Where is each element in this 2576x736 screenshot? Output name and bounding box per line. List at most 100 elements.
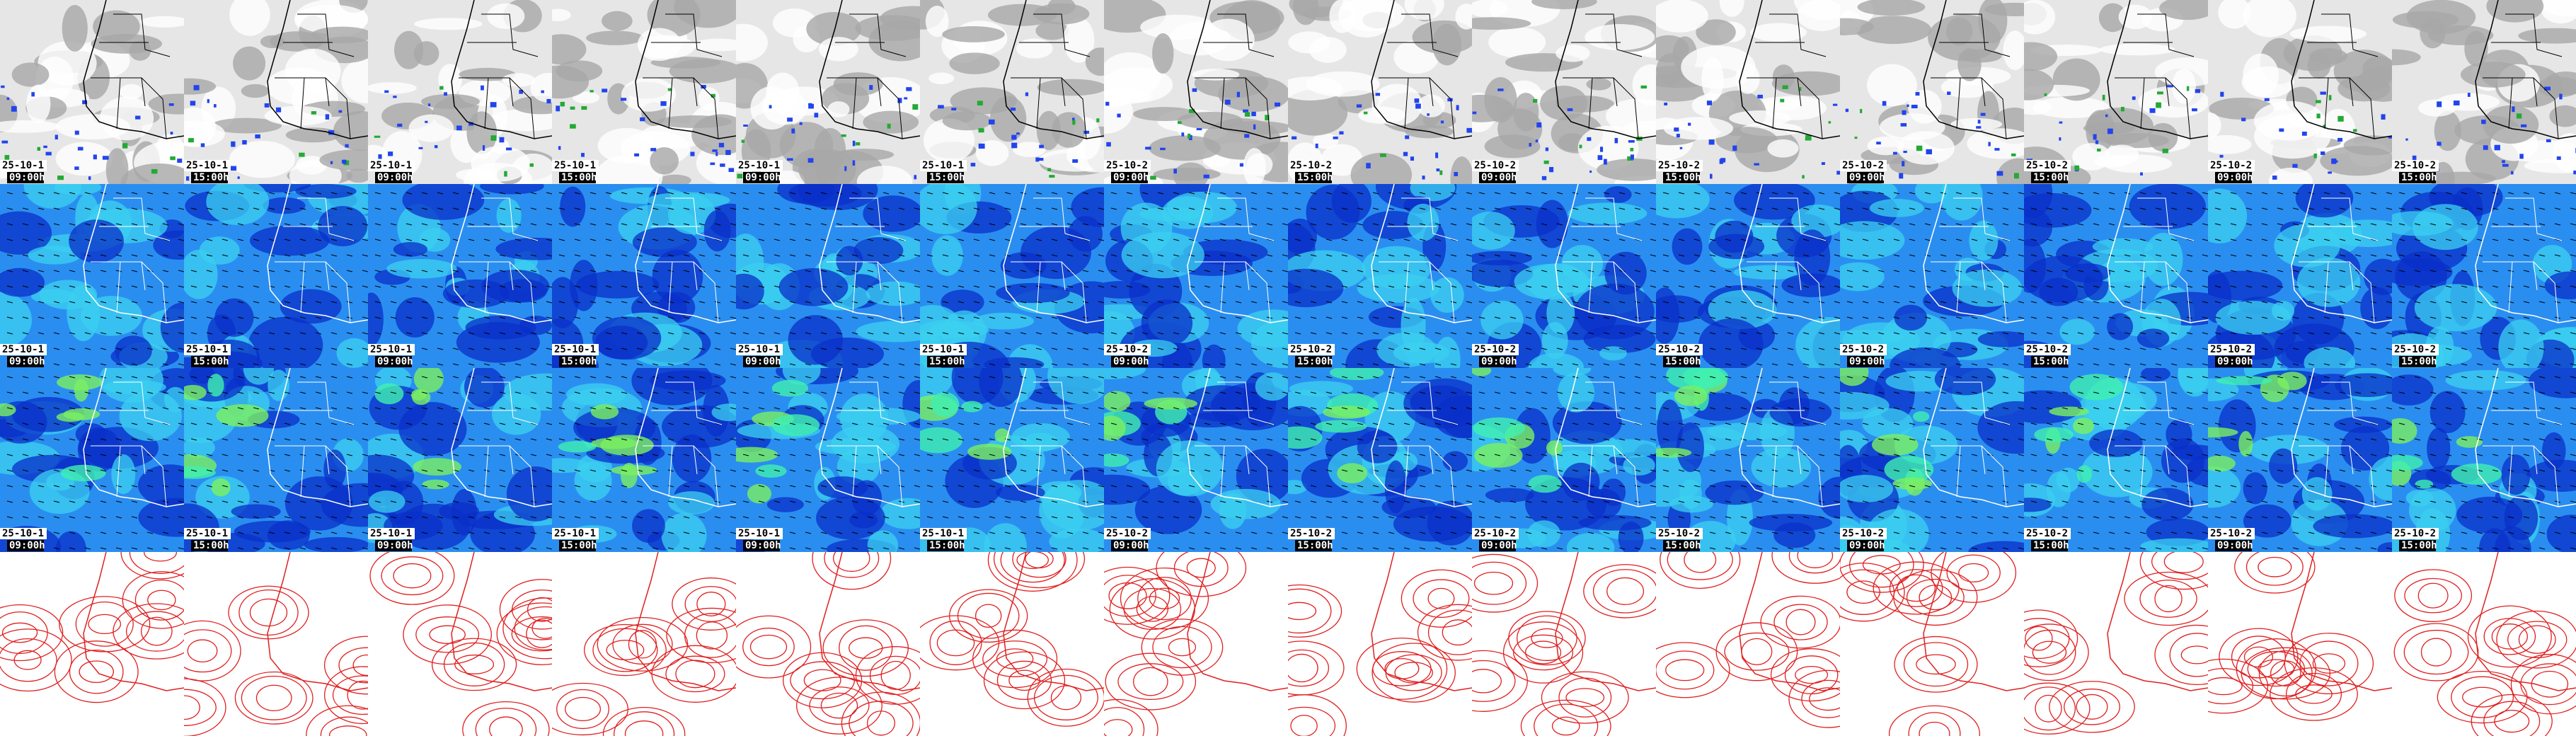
wind-barb (2339, 332, 2346, 335)
wind-barb (162, 438, 169, 441)
wind-barb (1494, 285, 1501, 288)
wind-barb (1478, 285, 1485, 288)
wind-barb (421, 316, 428, 319)
cloud (594, 154, 663, 184)
wind-barb (2002, 223, 2009, 226)
wind-barb (1834, 270, 1840, 272)
wind-barb (1802, 270, 1810, 272)
wind-barb (2570, 363, 2576, 366)
wind-barb (2523, 316, 2530, 319)
borders (459, 197, 539, 323)
wind-barb (1098, 301, 1104, 304)
field (1104, 368, 1146, 379)
map-panel: 25-10-109:00h (736, 368, 920, 552)
rain (1435, 152, 1439, 159)
coastline (635, 0, 736, 139)
wind-barb (1066, 332, 1074, 335)
wind-barb (190, 391, 197, 394)
wind-barb (162, 192, 169, 195)
wind-barb (2108, 238, 2115, 241)
field (1977, 330, 2024, 347)
wind-barb (2124, 207, 2131, 210)
wind-barb (115, 500, 122, 503)
label-box (552, 528, 599, 539)
wind-barb (1725, 223, 1732, 226)
rain (1196, 128, 1202, 131)
wind-barb (162, 238, 169, 241)
rain (168, 103, 174, 106)
wind-barb (805, 332, 812, 335)
wind-barb (1235, 238, 1242, 241)
date-label: 25-10-2 (2026, 344, 2068, 355)
wind-barb (1035, 438, 1042, 441)
wind-barb (1066, 207, 1074, 210)
wind-barb (914, 407, 920, 410)
wind-barb (1862, 332, 1869, 335)
wind-barb (836, 516, 843, 519)
wind-barb (6, 192, 13, 195)
wind-barb (1740, 347, 1747, 350)
wind-barb (1478, 332, 1485, 335)
wind-barb (162, 407, 169, 410)
wind-barb (2077, 192, 2084, 195)
wind-barb (2445, 285, 2452, 288)
wind-barb (100, 547, 107, 550)
label-box (2399, 356, 2436, 367)
wind-barb (558, 500, 565, 503)
wind-barb (2186, 192, 2193, 195)
field (996, 282, 1070, 304)
wind-barb (973, 363, 980, 366)
rain (77, 146, 84, 151)
wind-barb (330, 285, 338, 288)
wind-barb (1310, 391, 1317, 394)
label-box (375, 356, 412, 367)
wind-barb (284, 301, 291, 304)
wind-barb (1110, 332, 1117, 335)
wind-barb (973, 454, 980, 456)
rain (1757, 94, 1763, 98)
cloud (2406, 0, 2476, 35)
label-box (743, 356, 780, 367)
wind-barb (1282, 391, 1288, 394)
wind-barb (22, 485, 29, 488)
wind-barb (206, 207, 213, 210)
label-box (927, 172, 964, 183)
wind-barb (421, 422, 428, 425)
field (336, 338, 368, 368)
rain (2186, 86, 2190, 91)
rain (581, 153, 585, 157)
wind-barb (1525, 485, 1532, 488)
wind-barb (2323, 332, 2330, 335)
wind-barb (146, 391, 154, 394)
field (2129, 184, 2206, 229)
coastline (267, 0, 368, 139)
wind-barb (2523, 301, 2530, 304)
wind-barb (898, 192, 905, 195)
cloud (1288, 89, 1348, 136)
wind-barb (1157, 238, 1164, 241)
wind-barb (805, 407, 812, 410)
borders (643, 13, 723, 139)
wind-barb (1110, 270, 1117, 272)
wind-barb (698, 422, 706, 425)
wind-barb (2261, 332, 2268, 335)
wind-barb (574, 301, 581, 304)
wind-barb (590, 270, 597, 272)
wind-barb (973, 254, 980, 257)
wind-barb (636, 422, 643, 425)
wind-barb (605, 192, 612, 195)
wind-barb (742, 391, 749, 394)
wind-barb (652, 207, 659, 210)
wind-barb (2077, 301, 2084, 304)
wind-barb (1818, 270, 1825, 272)
wind-barb (774, 407, 781, 410)
wind-barb (652, 316, 659, 319)
wind-barb (2414, 301, 2421, 304)
wind-barb (374, 438, 381, 441)
wind-barb (1909, 301, 1916, 304)
wind-barb (2523, 238, 2530, 241)
wind-barb (115, 531, 122, 534)
wind-barb (926, 316, 933, 319)
time-label: 09:00h (1113, 540, 1149, 551)
rain (1427, 113, 1430, 116)
